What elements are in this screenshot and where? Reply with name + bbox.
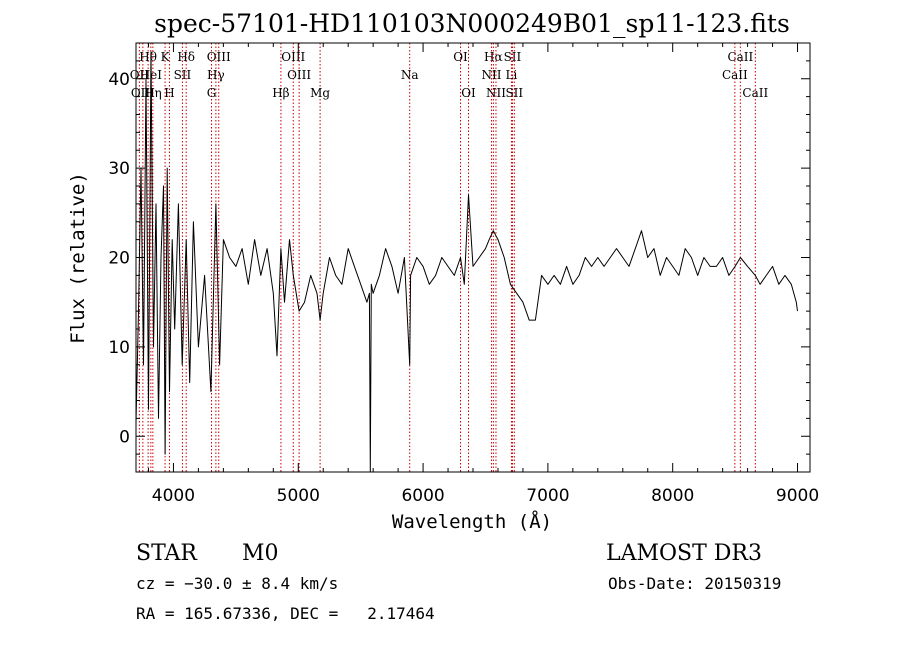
axes: 4000 5000 6000 7000 8000 9000 0 10 20 30 40 bbox=[108, 43, 819, 506]
marker-label: OI bbox=[461, 86, 476, 100]
marker-label: Hθ bbox=[139, 50, 157, 64]
marker-label: OIII bbox=[207, 50, 231, 64]
marker-label: OIII bbox=[281, 50, 305, 64]
marker-label: H bbox=[164, 86, 174, 100]
marker-label: SII bbox=[174, 68, 192, 82]
marker-label: Hγ bbox=[207, 68, 225, 82]
marker-label: CaII bbox=[722, 68, 748, 82]
object-class-label: STAR bbox=[136, 541, 198, 566]
x-tick-label: 6000 bbox=[401, 486, 444, 506]
marker-label: SII bbox=[505, 86, 523, 100]
y-axis-label: Flux (relative) bbox=[67, 172, 89, 344]
marker-label: NII bbox=[481, 68, 501, 82]
spectrum-line bbox=[135, 51, 798, 473]
x-axis-label: Wavelength (Å) bbox=[392, 510, 552, 533]
y-tick-label: 20 bbox=[108, 249, 130, 269]
marker-label: Li bbox=[506, 68, 518, 82]
y-tick-label: 10 bbox=[108, 338, 130, 358]
obs-date-text: Obs-Date: 20150319 bbox=[608, 574, 781, 593]
marker-label: SII bbox=[504, 50, 522, 64]
plot-frame bbox=[135, 42, 811, 473]
x-tick-label: 8000 bbox=[651, 486, 694, 506]
x-tick-label: 7000 bbox=[526, 486, 569, 506]
x-tick-label: 9000 bbox=[776, 486, 819, 506]
marker-label: NII bbox=[486, 86, 506, 100]
y-tick-label: 0 bbox=[119, 427, 130, 447]
marker-label: K bbox=[161, 50, 171, 64]
marker-label: CaII bbox=[727, 50, 753, 64]
y-tick-label: 30 bbox=[108, 159, 130, 179]
marker-label: Mg bbox=[310, 86, 330, 100]
marker-label: Hδ bbox=[177, 50, 195, 64]
y-tick-label: 40 bbox=[108, 70, 130, 90]
marker-label: Na bbox=[401, 68, 419, 82]
spectrum-series bbox=[135, 51, 798, 473]
marker-label: Hβ bbox=[272, 86, 289, 100]
marker-label: CaII bbox=[742, 86, 768, 100]
survey-label: LAMOST DR3 bbox=[606, 541, 762, 566]
marker-label: Hη bbox=[144, 86, 162, 100]
marker-label: OI bbox=[453, 50, 468, 64]
marker-label: OIII bbox=[287, 68, 311, 82]
marker-label: G bbox=[207, 86, 217, 100]
x-tick-label: 4000 bbox=[152, 486, 195, 506]
coordinates-text: RA = 165.67336, DEC = 2.17464 bbox=[136, 604, 435, 623]
marker-label: Hα bbox=[484, 50, 503, 64]
x-tick-label: 5000 bbox=[277, 486, 320, 506]
chart-title: spec-57101-HD110103N000249B01_sp11-123.f… bbox=[154, 9, 790, 38]
object-subclass-label: M0 bbox=[242, 541, 279, 566]
redshift-text: cz = −30.0 ± 8.4 km/s bbox=[136, 574, 338, 593]
